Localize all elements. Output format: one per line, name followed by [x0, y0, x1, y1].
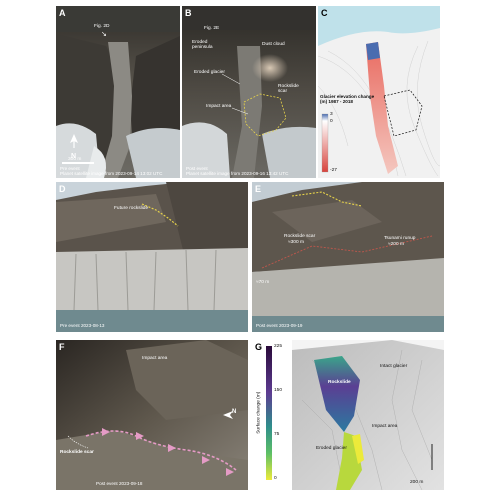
caption-event: Pre event [60, 166, 80, 171]
north-label: N [71, 153, 77, 160]
panel-f: F Impact area Rockslide scar N Post even… [56, 340, 248, 490]
caption-event: Post event 2023-09-18 [96, 481, 143, 486]
arrow-down-icon: ↘ [101, 31, 107, 38]
colorbar-tick: 75 [274, 432, 280, 437]
scale-bar [62, 162, 94, 164]
caption-event: Post event 2023-09-19 [256, 323, 303, 328]
panel-a: A Fig. 2D ↘ N 300 m Pre event Planet sat… [56, 6, 180, 178]
elevation-change-map [318, 6, 440, 178]
panel-d: D Future rockslide Pre event 2023-08-13 [56, 182, 248, 332]
eroded-peninsula-label: Eroded peninsula [192, 40, 213, 51]
colorbar-tick: 3 [330, 112, 333, 117]
eroded-glacier-label: Eroded glacier [194, 70, 225, 75]
scale-label: 300 m [68, 157, 82, 162]
colorbar-tick: 0 [274, 476, 277, 481]
panel-b: B Fig. 2E Eroded peninsula Dust cloud Er… [182, 6, 316, 178]
north-arrow-icon [222, 408, 236, 422]
panel-g: G 225 150 75 0 Surface change (m) Rocksl… [252, 340, 444, 490]
rockslide-scar-label: Rockslide scar [60, 450, 94, 455]
colorbar-tick: -27 [330, 168, 337, 173]
satellite-image-post [182, 6, 316, 178]
rockslide-scar-label: Rockslide scar [284, 234, 316, 239]
satellite-image-pre [56, 6, 180, 178]
panel-label: E [255, 184, 262, 194]
tsunami-runup-value: ≈200 m [388, 242, 404, 247]
panel-label: B [185, 8, 192, 18]
caption-event: Post event [186, 166, 208, 171]
panel-c: C Glacier elevation change (m) 1987 - 20… [318, 6, 440, 178]
colorbar-tick: 0 [330, 119, 333, 124]
caption-source: Planet satellite image from 2023-09-14 1… [60, 171, 163, 176]
impact-area-label: Impact area [372, 424, 398, 429]
colorbar-label: Surface change (m) [256, 391, 262, 434]
colorbar-tick: 150 [274, 388, 283, 393]
fig-ref-label: Fig. 2E [204, 26, 220, 31]
photo-post-event [252, 182, 444, 332]
colorbar-tick: 225 [274, 344, 283, 349]
intact-glacier-label: Intact glacier [380, 364, 408, 369]
impact-area-label: Impact area [206, 104, 232, 109]
colorbar-title: Glacier elevation change (m) 1987 - 2018 [320, 94, 375, 105]
photo-pre-event [56, 182, 248, 332]
future-rockslide-label: Future rockslide [114, 206, 149, 211]
panel-label: G [255, 342, 263, 352]
aerial-photo-post-event [56, 340, 248, 490]
fig-ref-label: Fig. 2D [94, 24, 110, 29]
impact-area-label: Impact area [142, 356, 168, 361]
panel-label: D [59, 184, 66, 194]
rockslide-scar-label: Rockslide scar [278, 84, 299, 95]
distance-label: ≈70 m [256, 280, 270, 285]
north-arrow-icon [69, 134, 79, 152]
caption-event: Pre event 2023-08-13 [60, 323, 105, 328]
scale-label: 200 m [410, 480, 424, 485]
panel-label: C [321, 8, 328, 18]
rockslide-label: Rockslide [328, 380, 351, 385]
north-label: N [232, 409, 237, 415]
panel-label: F [59, 342, 65, 352]
surface-change-model [266, 340, 444, 490]
dust-cloud-label: Dust cloud [262, 42, 285, 47]
rockslide-height-label: ≈300 m [288, 240, 304, 245]
panel-label: A [59, 8, 66, 18]
panel-e: E Rockslide scar ≈300 m Tsunami runup ≈2… [252, 182, 444, 332]
eroded-glacier-label: Eroded glacier [316, 446, 347, 451]
tsunami-runup-label: Tsunami runup [384, 236, 416, 241]
caption-source: Planet satellite image from 2023-09-16 1… [186, 171, 289, 176]
